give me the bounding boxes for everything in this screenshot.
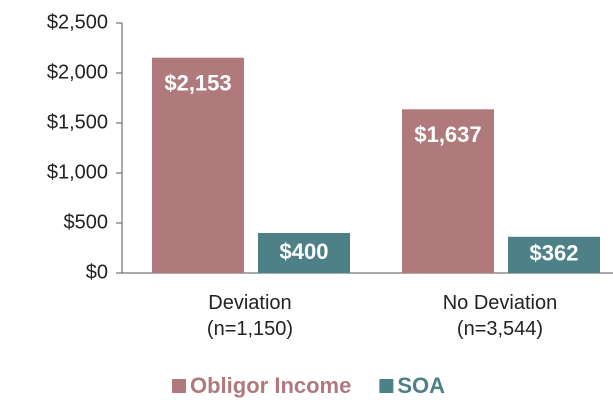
y-tick-label: $2,000 (47, 61, 108, 83)
legend-label: SOA (397, 373, 445, 398)
value-label: $400 (280, 239, 329, 264)
legend-swatch (172, 379, 186, 393)
value-label: $362 (530, 241, 579, 266)
y-tick-label: $0 (86, 261, 108, 283)
legend-label: Obligor Income (190, 373, 351, 398)
x-tick-label: No Deviation (n=3,544) (442, 292, 558, 340)
x-tick-label: Deviation (n=1,150) (206, 292, 294, 340)
bar (508, 236, 600, 273)
y-tick-label: $1,000 (47, 161, 108, 183)
y-tick-label: $1,500 (47, 111, 108, 133)
bar (402, 109, 494, 273)
bar (258, 233, 350, 273)
value-label: $2,153 (164, 71, 231, 96)
value-label: $1,637 (414, 122, 481, 147)
legend-swatch (379, 379, 394, 393)
y-tick-label: $500 (64, 211, 109, 233)
bar (152, 57, 244, 274)
y-tick-label: $2,500 (47, 11, 108, 33)
